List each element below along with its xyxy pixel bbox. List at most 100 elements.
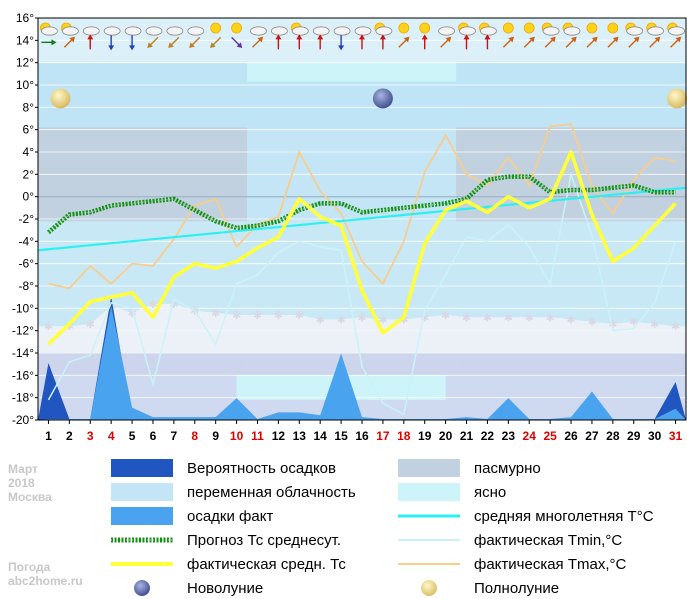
x-tick-label: 2 <box>66 429 73 443</box>
cloud-icon <box>250 26 267 36</box>
snowflake-icon: ✱ <box>608 318 617 331</box>
sun-icon <box>523 22 535 34</box>
snowflake-icon: ✱ <box>127 307 136 320</box>
legend-item-clear: ясно <box>398 481 506 503</box>
sun-icon <box>502 22 514 34</box>
y-tick-label: 14° <box>16 33 34 47</box>
snowflake-icon: ✱ <box>357 311 366 324</box>
y-tick-label: 6° <box>23 123 35 137</box>
cloud-band-lower-overcast <box>456 353 686 376</box>
sun-icon <box>210 22 222 34</box>
y-tick-label: 8° <box>23 100 35 114</box>
x-tick-label: 23 <box>502 429 516 443</box>
cloud-icon <box>333 26 351 36</box>
y-tick-label: -4° <box>19 234 35 248</box>
y-tick-label: -20° <box>12 413 34 427</box>
snowflake-icon: ✱ <box>65 320 74 333</box>
wind-arrow-icon <box>649 36 661 48</box>
cloud-icon <box>145 26 163 36</box>
wind-arrow-icon <box>379 34 386 50</box>
cloud-icon <box>626 26 644 36</box>
x-tick-label: 10 <box>230 429 244 443</box>
wind-arrow-icon <box>275 34 282 50</box>
sun-icon <box>419 22 431 34</box>
snowflake-icon: ✱ <box>253 309 262 322</box>
x-tick-label: 31 <box>669 429 683 443</box>
full-moon-icon <box>421 580 437 596</box>
snowflake-icon: ✱ <box>295 309 304 322</box>
city-label: Москва <box>8 490 52 504</box>
legend-label: Полнолуние <box>474 579 560 597</box>
x-tick-label: 4 <box>108 429 115 443</box>
x-tick-label: 17 <box>376 429 390 443</box>
x-tick-label: 15 <box>334 429 348 443</box>
legend-item-actual-avg: фактическая средн. Тс <box>111 553 346 575</box>
wind-arrow-icon <box>544 36 556 48</box>
precipitation <box>38 296 686 420</box>
x-tick-label: 18 <box>397 429 411 443</box>
legend-item-new-moon: Новолуние <box>111 577 263 599</box>
new-moon-icon <box>134 580 150 596</box>
tmin-line <box>47 171 677 416</box>
legend-item-norm: средняя многолетняя T°C <box>398 505 654 527</box>
legend-label: пасмурно <box>474 459 541 477</box>
snowflake-icon: ✱ <box>420 311 429 324</box>
x-tick-label: 8 <box>191 429 198 443</box>
cloud-band-lower-overcast <box>38 353 248 376</box>
precip-fact-area <box>38 306 686 420</box>
y-tick-label: 12° <box>16 56 34 70</box>
norm-avg-line <box>37 186 687 252</box>
x-tick-label: 22 <box>481 429 495 443</box>
cloud-icon <box>354 26 372 36</box>
x-tick-label: 26 <box>564 429 578 443</box>
full-moon-icon <box>50 88 71 109</box>
wind-arrow-icon <box>168 36 180 48</box>
snowflake-icon: ✱ <box>629 316 638 329</box>
wind-arrow-icon <box>565 36 577 48</box>
series-lines <box>37 123 687 416</box>
snowflake-icon: ✱ <box>525 311 534 324</box>
y-tick-label: -6° <box>19 257 35 271</box>
wind-arrow-icon <box>296 34 303 50</box>
site-line-2: abc2home.ru <box>8 574 83 588</box>
x-tick-label: 7 <box>171 429 178 443</box>
x-tick-label: 5 <box>129 429 136 443</box>
cloud-icon <box>270 26 288 36</box>
wind-arrow-icon <box>108 35 115 51</box>
snowflake-icon: ✱ <box>148 298 157 311</box>
cloud-icon <box>375 26 393 36</box>
x-tick-label: 30 <box>648 429 662 443</box>
snowflake-icon: ✱ <box>316 314 325 327</box>
wind-arrow-icon <box>87 34 94 50</box>
y-tick-label: 4° <box>23 145 35 159</box>
wind-arrow-icon <box>421 34 428 50</box>
snowflake-icon: ✱ <box>44 320 53 333</box>
new-moon-icon <box>372 88 393 109</box>
snowflake-icon: ✱ <box>211 307 220 320</box>
legend-item-precip-fact: осадки факт <box>111 505 273 527</box>
sun-icon <box>231 22 242 34</box>
x-tick-label: 25 <box>543 429 557 443</box>
cloud-icon <box>459 26 476 36</box>
wind-arrow-icon <box>398 36 410 48</box>
x-tick-label: 28 <box>606 429 620 443</box>
wind-arrow-icon <box>359 34 365 50</box>
snowflake-icon: ✱ <box>483 311 492 324</box>
x-tick-label: 27 <box>585 429 599 443</box>
legend-item-precip-prob: Вероятность осадков <box>111 457 336 479</box>
y-tick-label: -16° <box>12 368 34 382</box>
snowflake-icon: ✱ <box>378 314 387 327</box>
weather-strip <box>38 18 686 63</box>
cloud-icon <box>61 26 79 36</box>
cloud-icon <box>291 26 309 36</box>
y-tick-label: 2° <box>23 167 35 181</box>
legend-swatch-norm <box>398 514 460 518</box>
wind-arrow-icon <box>63 36 76 48</box>
sun-icon <box>398 22 410 34</box>
moon-phases <box>50 88 687 109</box>
snowflake-icon: ✱ <box>650 318 659 331</box>
wind-arrow-icon <box>210 36 222 48</box>
legend-swatch-tmin <box>398 539 460 541</box>
cloud-icon <box>542 26 560 36</box>
year-label: 2018 <box>8 476 35 490</box>
